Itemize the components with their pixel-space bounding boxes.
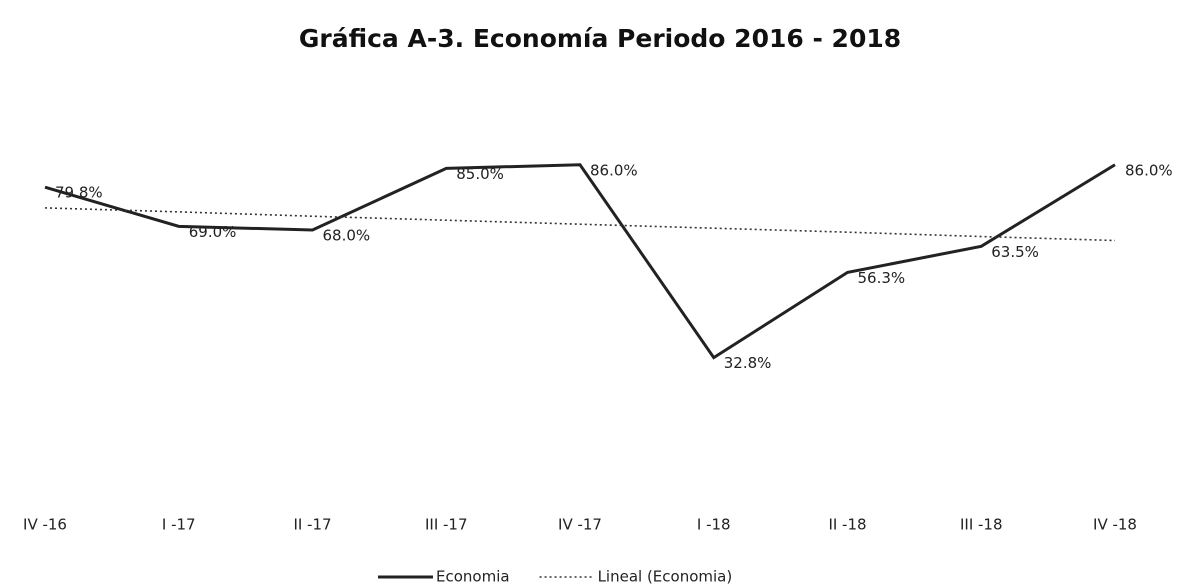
data-label: 86.0% <box>1125 161 1173 179</box>
data-label: 32.8% <box>724 354 772 372</box>
data-label: 69.0% <box>189 223 237 241</box>
x-tick-label: IV -16 <box>23 516 67 534</box>
data-line <box>44 163 1116 360</box>
x-tick-label: II -17 <box>293 516 331 534</box>
chart-title: Gráfica A-3. Economía Periodo 2016 - 201… <box>299 24 901 53</box>
x-tick-label: I -18 <box>697 516 731 534</box>
legend-label: Lineal (Economia) <box>598 568 733 586</box>
x-tick-label: I -17 <box>162 516 196 534</box>
data-label: 63.5% <box>991 243 1039 261</box>
x-tick-label: IV -17 <box>558 516 602 534</box>
x-tick-label: IV -18 <box>1093 516 1137 534</box>
x-tick-label: III -17 <box>425 516 468 534</box>
x-tick-label: II -18 <box>828 516 866 534</box>
data-label: 68.0% <box>323 227 371 245</box>
trend-line <box>44 207 1116 242</box>
data-label: 56.3% <box>858 269 906 287</box>
x-tick-label: III -18 <box>960 516 1003 534</box>
legend-label: Economia <box>436 568 510 586</box>
data-label: 79.8% <box>55 184 103 202</box>
data-label: 86.0% <box>590 161 638 179</box>
data-label: 85.0% <box>456 165 504 183</box>
